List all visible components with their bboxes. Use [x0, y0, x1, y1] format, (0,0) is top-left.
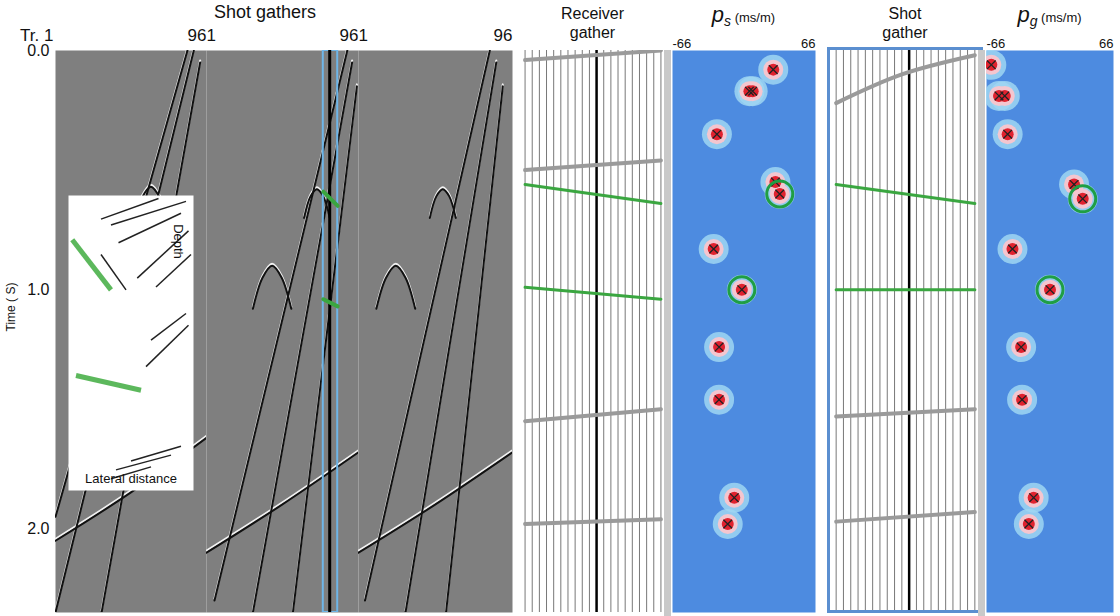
- svg-text:Tr. 1: Tr. 1: [20, 25, 54, 45]
- svg-text:66: 66: [1099, 36, 1113, 51]
- html-text:pg(ms/m): pg(ms/m): [1017, 2, 1082, 30]
- svg-text:0.0: 0.0: [27, 42, 49, 59]
- svg-text:96: 96: [188, 26, 207, 45]
- svg-text:-66: -66: [987, 36, 1006, 51]
- html-text:Receiver gather: Receiver gather: [560, 5, 625, 41]
- svg-text:Lateral distance: Lateral distance: [85, 471, 177, 486]
- svg-text:1: 1: [359, 26, 368, 45]
- svg-text:Depth: Depth: [171, 224, 186, 259]
- svg-text:2.0: 2.0: [27, 520, 49, 537]
- html-text:Shot gather: Shot gather: [882, 5, 928, 41]
- svg-text:96: 96: [494, 26, 513, 45]
- svg-text:Time ( S): Time ( S): [4, 283, 18, 332]
- svg-text:96: 96: [340, 26, 359, 45]
- svg-text:1.0: 1.0: [27, 281, 49, 298]
- html-text:Shot gathers: Shot gathers: [214, 2, 316, 22]
- html-text:ps(ms/m): ps(ms/m): [711, 2, 776, 30]
- svg-text:-66: -66: [673, 36, 692, 51]
- svg-text:1: 1: [207, 26, 216, 45]
- svg-text:66: 66: [801, 36, 815, 51]
